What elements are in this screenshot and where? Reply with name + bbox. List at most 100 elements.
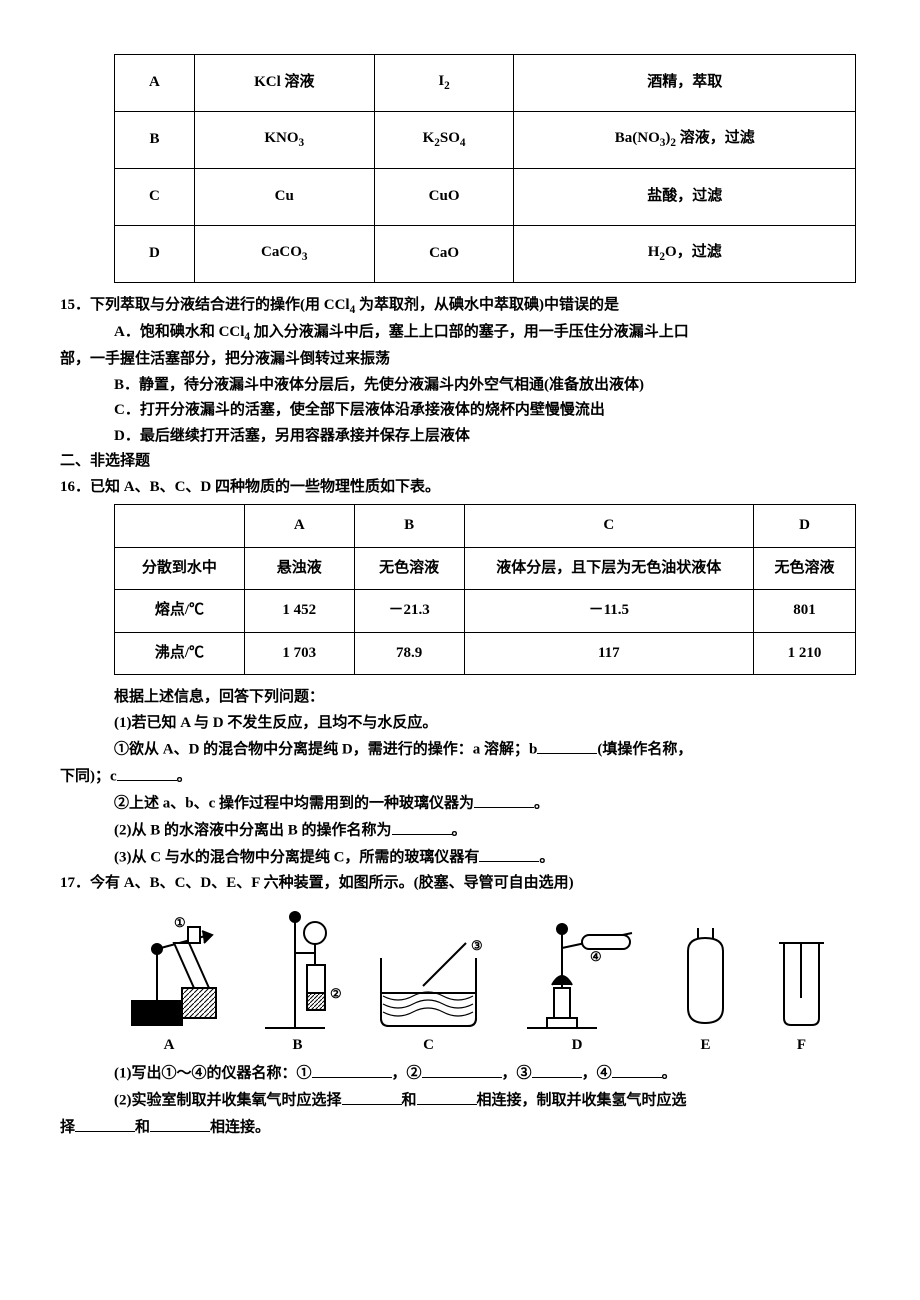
q15-option-b: B．静置，待分液漏斗中液体分层后，先使分液漏斗内外空气相通(准备放出液体) xyxy=(60,373,860,399)
q15-stem: 15．下列萃取与分液结合进行的操作(用 CCl4 为萃取剂，从碘水中萃取碘)中错… xyxy=(60,293,860,320)
q16-stem: 16．已知 A、B、C、D 四种物质的一些物理性质如下表。 xyxy=(60,475,860,501)
table-row: CCuCuO盐酸，过滤 xyxy=(115,169,856,226)
table-header-cell: A xyxy=(244,505,354,548)
q17-p2-line2: 择和相连接。 xyxy=(60,1114,860,1141)
blank-o2 xyxy=(417,1087,477,1105)
q16-p3: (3)从 C 与水的混合物中分离提纯 C，所需的玻璃仪器有 。 xyxy=(60,844,860,871)
table-header-cell: C xyxy=(464,505,754,548)
blank-2 xyxy=(422,1060,502,1078)
table-row: ABCD xyxy=(115,505,856,548)
table-row: BKNO3K2SO4Ba(NO3)2 溶液，过滤 xyxy=(115,112,856,169)
apparatus-label: D xyxy=(572,1033,583,1059)
text: (2)实验室制取并收集氧气时应选择 xyxy=(114,1093,342,1109)
table-cell: KCl 溶液 xyxy=(194,55,374,112)
text: ， xyxy=(392,1066,407,1082)
text: 。 xyxy=(539,850,554,866)
table-cell: 盐酸，过滤 xyxy=(514,169,856,226)
section-2-heading: 二、非选择题 xyxy=(60,449,860,475)
table-cell: －21.3 xyxy=(354,590,464,633)
table-properties: ABCD分散到水中悬浊液无色溶液液体分层，且下层为无色油状液体无色溶液熔点/℃1… xyxy=(114,504,856,675)
table-row: 熔点/℃1 452－21.3－11.5801 xyxy=(115,590,856,633)
q15-option-a-cont: 部，一手握住活塞部分，把分液漏斗倒转过来振荡 xyxy=(60,347,860,373)
apparatus-b: ② B xyxy=(250,903,345,1059)
table-options: AKCl 溶液I2酒精，萃取BKNO3K2SO4Ba(NO3)2 溶液，过滤CC… xyxy=(114,54,856,283)
table-cell: 1 703 xyxy=(244,632,354,675)
text: (3)从 C 与水的混合物中分离提纯 C，所需的玻璃仪器有 xyxy=(114,850,479,866)
table-cell: 78.9 xyxy=(354,632,464,675)
table-cell: K2SO4 xyxy=(374,112,514,169)
text: ③ xyxy=(517,1066,532,1082)
table-cell: 117 xyxy=(464,632,754,675)
q17-p2: (2)实验室制取并收集氧气时应选择和相连接，制取并收集氢气时应选 xyxy=(60,1087,860,1114)
table-row: 分散到水中悬浊液无色溶液液体分层，且下层为无色油状液体无色溶液 xyxy=(115,547,856,590)
table-cell: 液体分层，且下层为无色油状液体 xyxy=(464,547,754,590)
table-row: 沸点/℃1 70378.91171 210 xyxy=(115,632,856,675)
blank-c xyxy=(117,763,177,781)
table-cell: Ba(NO3)2 溶液，过滤 xyxy=(514,112,856,169)
table-cell: Cu xyxy=(194,169,374,226)
blank-4 xyxy=(612,1060,662,1078)
apparatus-row: ① A xyxy=(114,903,860,1059)
text: 。 xyxy=(177,769,192,785)
text: 和 xyxy=(402,1093,417,1109)
blank-o1 xyxy=(342,1087,402,1105)
blank-h2 xyxy=(150,1114,210,1132)
text: (1)写出①～④的仪器名称：① xyxy=(114,1066,312,1082)
q16-p1a: ①欲从 A、D 的混合物中分离提纯 D，需进行的操作：a 溶解；b(填操作名称， xyxy=(60,736,860,763)
table-cell: CuO xyxy=(374,169,514,226)
blank-b xyxy=(537,736,597,754)
table-header-cell: D xyxy=(754,505,856,548)
apparatus-a: ① A xyxy=(114,913,224,1059)
q15-option-a: A．饱和碘水和 CCl4 加入分液漏斗中后，塞上上口部的塞子，用一手压住分液漏斗… xyxy=(60,320,860,347)
table-cell: －11.5 xyxy=(464,590,754,633)
q17-p1: (1)写出①～④的仪器名称：①，②，③，④。 xyxy=(60,1060,860,1087)
table-cell: A xyxy=(115,55,195,112)
svg-text:③: ③ xyxy=(471,938,483,953)
table-cell: 1 210 xyxy=(754,632,856,675)
table-cell: I2 xyxy=(374,55,514,112)
q17-stem: 17．今有 A、B、C、D、E、F 六种装置，如图所示。(胶塞、导管可自由选用) xyxy=(60,871,860,897)
table-cell: CaO xyxy=(374,226,514,283)
q16-p1b: ②上述 a、b、c 操作过程中均需用到的一种玻璃仪器为 。 xyxy=(60,790,860,817)
q16-p1: (1)若已知 A 与 D 不发生反应，且均不与水反应。 xyxy=(60,711,860,737)
table-cell: KNO3 xyxy=(194,112,374,169)
table-row: AKCl 溶液I2酒精，萃取 xyxy=(115,55,856,112)
text: ② xyxy=(407,1066,422,1082)
blank-h1 xyxy=(75,1114,135,1132)
table-header-cell: B xyxy=(354,505,464,548)
apparatus-f: F xyxy=(769,923,834,1059)
svg-text:②: ② xyxy=(330,986,342,1001)
text: ， xyxy=(582,1066,597,1082)
table-cell: H2O，过滤 xyxy=(514,226,856,283)
q16-p2: (2)从 B 的水溶液中分离出 B 的操作名称为 。 xyxy=(60,817,860,844)
text: (2)从 B 的水溶液中分离出 B 的操作名称为 xyxy=(114,823,392,839)
table-cell: 分散到水中 xyxy=(115,547,245,590)
apparatus-label: C xyxy=(423,1033,434,1059)
table-row: DCaCO3CaOH2O，过滤 xyxy=(115,226,856,283)
table-cell: 无色溶液 xyxy=(754,547,856,590)
text: 下同)；c xyxy=(60,769,117,785)
q15-option-d: D．最后继续打开活塞，另用容器承接并保存上层液体 xyxy=(60,424,860,450)
text: 。 xyxy=(452,823,467,839)
blank-op xyxy=(392,817,452,835)
text: ②上述 a、b、c 操作过程中均需用到的一种玻璃仪器为 xyxy=(114,796,474,812)
apparatus-c: ③ C xyxy=(371,938,486,1059)
table-cell: 无色溶液 xyxy=(354,547,464,590)
apparatus-d: ④ D xyxy=(512,913,642,1059)
q15-option-c: C．打开分液漏斗的活塞，使全部下层液体沿承接液体的烧杯内壁慢慢流出 xyxy=(60,398,860,424)
table-cell: D xyxy=(115,226,195,283)
apparatus-e: E xyxy=(668,923,743,1059)
text: 。 xyxy=(662,1066,677,1082)
text: ， xyxy=(502,1066,517,1082)
blank-1 xyxy=(312,1060,392,1078)
table-cell: CaCO3 xyxy=(194,226,374,283)
text: 相连接。 xyxy=(210,1120,270,1136)
apparatus-label: E xyxy=(700,1033,710,1059)
table-cell: B xyxy=(115,112,195,169)
text: 择 xyxy=(60,1120,75,1136)
text: (填操作名称， xyxy=(597,742,692,758)
text: 。 xyxy=(534,796,549,812)
table-cell: 沸点/℃ xyxy=(115,632,245,675)
q16-p1a-line2: 下同)；c 。 xyxy=(60,763,860,790)
table-cell: 悬浊液 xyxy=(244,547,354,590)
